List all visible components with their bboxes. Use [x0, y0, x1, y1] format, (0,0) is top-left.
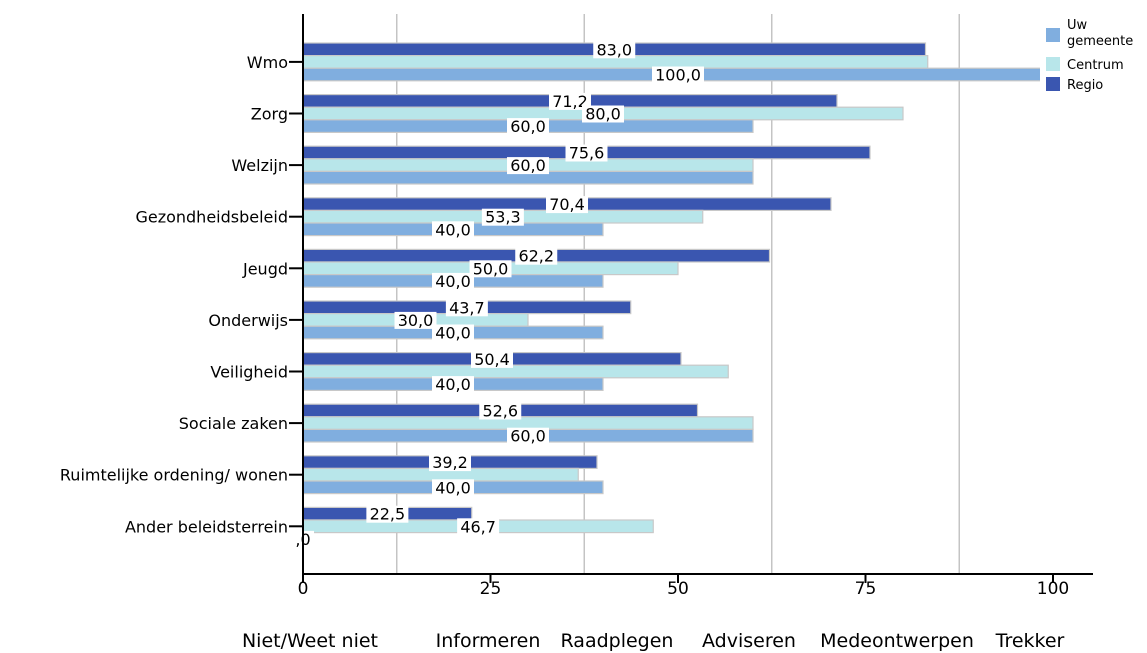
- bottom-category-label-informeren: Informeren: [436, 630, 541, 652]
- value-label-gezondheidsbeleid-regio: 70,4: [549, 195, 585, 214]
- value-label-bg-onderwijs-centrum: [394, 311, 437, 329]
- value-label-welzijn-centrum: 60,0: [510, 156, 546, 175]
- category-label-gezondheidsbeleid: Gezondheidsbeleid: [135, 208, 288, 227]
- value-label-bg-ruimtelijke-ordening-wonen-regio: [429, 454, 471, 472]
- value-label-wmo-regio: 83,0: [596, 40, 632, 59]
- value-label-bg-gezondheidsbeleid-uw-gemeente: [432, 221, 474, 239]
- category-label-wmo: Wmo: [247, 53, 288, 72]
- category-label-veiligheid: Veiligheid: [210, 363, 288, 382]
- value-label-bg-ander-beleidsterrein-regio: [366, 505, 409, 523]
- value-label-jeugd-centrum: 50,0: [473, 259, 509, 278]
- value-label-bg-veiligheid-regio: [471, 350, 513, 368]
- value-label-ander-beleidsterrein-centrum: 46,7: [460, 517, 496, 536]
- legend-label-centrum: Centrum: [1067, 58, 1124, 73]
- value-label-veiligheid-uw-gemeente: 40,0: [435, 375, 471, 394]
- value-label-sociale-zaken-uw-gemeente: 60,0: [510, 427, 546, 446]
- bottom-category-label-medeontwerpen: Medeontwerpen: [820, 630, 974, 652]
- value-label-veiligheid-regio: 50,4: [474, 350, 510, 369]
- value-label-bg-zorg-uw-gemeente: [507, 118, 549, 136]
- value-label-welzijn-regio: 75,6: [569, 144, 605, 163]
- category-label-ander-beleidsterrein: Ander beleidsterrein: [125, 517, 288, 536]
- value-label-bg-wmo-uw-gemeente: [652, 66, 704, 84]
- value-label-bg-jeugd-centrum: [469, 260, 512, 278]
- bottom-category-label-raadplegen: Raadplegen: [561, 630, 674, 652]
- value-label-gezondheidsbeleid-uw-gemeente: 40,0: [435, 220, 471, 239]
- value-label-bg-zorg-centrum: [582, 105, 624, 123]
- value-label-bg-zorg-regio: [549, 92, 591, 110]
- x-tick-label-2: 50: [667, 579, 689, 599]
- x-tick-label-1: 25: [480, 579, 502, 599]
- category-label-jeugd: Jeugd: [242, 259, 288, 278]
- value-label-bg-jeugd-regio: [515, 247, 558, 265]
- x-tick-label-3: 75: [855, 579, 877, 599]
- value-label-sociale-zaken-regio: 52,6: [482, 402, 518, 421]
- bottom-category-label-niet-weet-niet: Niet/Weet niet: [242, 630, 378, 652]
- bottom-category-label-adviseren: Adviseren: [702, 630, 796, 652]
- category-label-zorg: Zorg: [251, 105, 288, 124]
- value-label-jeugd-uw-gemeente: 40,0: [435, 272, 471, 291]
- category-label-ruimtelijke-ordening-wonen: Ruimtelijke ordening/ wonen: [60, 466, 288, 485]
- legend-label-uw-gemeente: Uw gemeente: [1067, 18, 1133, 49]
- legend-swatch-regio: [1046, 77, 1060, 91]
- value-label-bg-welzijn-centrum: [507, 157, 549, 175]
- bar-veiligheid-centrum: [302, 364, 729, 379]
- value-label-zorg-centrum: 80,0: [585, 105, 621, 124]
- value-label-bg-gezondheidsbeleid-regio: [546, 196, 588, 214]
- category-label-welzijn: Welzijn: [231, 156, 288, 175]
- value-label-wmo-uw-gemeente: 100,0: [655, 66, 701, 85]
- legend-swatch-centrum: [1046, 57, 1060, 71]
- value-label-ander-beleidsterrein-regio: 22,5: [370, 505, 406, 524]
- value-label-ruimtelijke-ordening-wonen-uw-gemeente: 40,0: [435, 478, 471, 497]
- value-label-zorg-regio: 71,2: [552, 92, 588, 111]
- value-label-bg-onderwijs-regio: [445, 299, 488, 317]
- value-label-bg-sociale-zaken-regio: [479, 402, 522, 420]
- value-label-bg-veiligheid-uw-gemeente: [432, 376, 474, 394]
- value-label-onderwijs-centrum: 30,0: [398, 311, 434, 330]
- value-label-ruimtelijke-ordening-wonen-regio: 39,2: [432, 453, 468, 472]
- value-label-onderwijs-uw-gemeente: 40,0: [435, 324, 471, 343]
- value-label-jeugd-regio: 62,2: [518, 247, 554, 266]
- x-tick-label-4: 100: [1037, 579, 1069, 599]
- value-label-bg-sociale-zaken-uw-gemeente: [507, 427, 549, 445]
- value-label-bg-ander-beleidsterrein-centrum: [457, 518, 500, 536]
- value-label-bg-welzijn-regio: [565, 144, 608, 162]
- category-label-onderwijs: Onderwijs: [208, 311, 288, 330]
- legend-label-regio: Regio: [1067, 78, 1103, 93]
- value-label-zorg-uw-gemeente: 60,0: [510, 117, 546, 136]
- value-label-onderwijs-regio: 43,7: [449, 298, 485, 317]
- legend-swatch-uw-gemeente: [1046, 28, 1060, 42]
- value-label-bg-onderwijs-uw-gemeente: [432, 324, 474, 342]
- bottom-category-label-trekker: Trekker: [995, 630, 1065, 652]
- value-label-bg-ruimtelijke-ordening-wonen-uw-gemeente: [432, 479, 474, 497]
- x-tick-label-0: 0: [298, 579, 309, 599]
- value-label-bg-gezondheidsbeleid-centrum: [481, 208, 524, 226]
- category-label-sociale-zaken: Sociale zaken: [179, 414, 288, 433]
- value-label-bg-jeugd-uw-gemeente: [432, 272, 474, 290]
- value-label-bg-wmo-regio: [593, 41, 636, 59]
- value-label-gezondheidsbeleid-centrum: 53,3: [485, 208, 521, 227]
